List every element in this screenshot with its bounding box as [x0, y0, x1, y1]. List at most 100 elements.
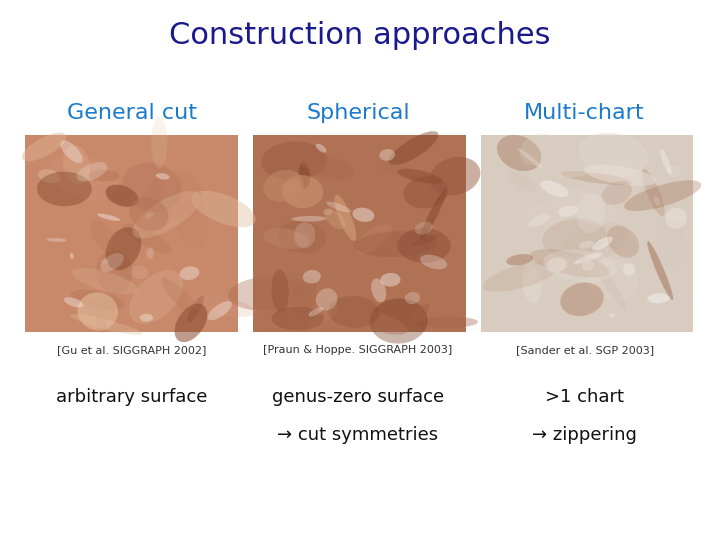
Ellipse shape [64, 297, 84, 307]
Ellipse shape [497, 135, 541, 171]
Ellipse shape [520, 133, 556, 166]
Ellipse shape [540, 180, 569, 197]
Ellipse shape [323, 209, 333, 215]
Ellipse shape [353, 207, 374, 222]
Ellipse shape [660, 149, 671, 174]
Ellipse shape [397, 168, 442, 184]
Ellipse shape [522, 262, 541, 303]
Ellipse shape [151, 117, 168, 168]
Ellipse shape [558, 206, 578, 217]
Ellipse shape [145, 212, 154, 219]
Ellipse shape [416, 316, 478, 328]
Ellipse shape [579, 241, 594, 249]
Ellipse shape [380, 273, 400, 287]
Text: General cut: General cut [67, 103, 197, 124]
Ellipse shape [178, 199, 210, 251]
Ellipse shape [132, 191, 201, 238]
Ellipse shape [191, 191, 256, 227]
Ellipse shape [264, 228, 309, 249]
Ellipse shape [271, 269, 289, 313]
Ellipse shape [609, 313, 616, 318]
Ellipse shape [587, 259, 638, 300]
Ellipse shape [37, 172, 91, 206]
Ellipse shape [328, 296, 379, 328]
Ellipse shape [523, 276, 585, 314]
Ellipse shape [69, 285, 113, 299]
Ellipse shape [315, 271, 388, 298]
Ellipse shape [326, 201, 351, 212]
Ellipse shape [560, 282, 604, 316]
Ellipse shape [413, 235, 438, 245]
Text: → cut symmetries: → cut symmetries [277, 426, 438, 444]
Ellipse shape [89, 170, 120, 181]
Ellipse shape [292, 276, 316, 314]
Ellipse shape [654, 196, 660, 206]
Ellipse shape [129, 197, 168, 231]
Ellipse shape [525, 261, 562, 284]
Ellipse shape [509, 172, 536, 192]
Ellipse shape [607, 226, 639, 258]
Ellipse shape [356, 224, 392, 254]
Ellipse shape [530, 249, 609, 278]
Ellipse shape [372, 278, 386, 302]
Ellipse shape [506, 254, 533, 266]
Ellipse shape [561, 171, 632, 185]
Text: [Sander et al. SGP 2003]: [Sander et al. SGP 2003] [516, 345, 654, 355]
Ellipse shape [70, 314, 142, 335]
Bar [25, 135, 238, 332]
Ellipse shape [559, 222, 627, 267]
Ellipse shape [315, 144, 327, 153]
Ellipse shape [140, 314, 153, 322]
Ellipse shape [647, 241, 673, 300]
Ellipse shape [63, 145, 90, 185]
Ellipse shape [179, 266, 199, 280]
Text: Spherical: Spherical [306, 103, 410, 124]
Bar [253, 135, 466, 332]
Bar [481, 135, 693, 332]
Ellipse shape [303, 270, 321, 284]
Ellipse shape [324, 208, 346, 230]
Ellipse shape [100, 253, 124, 272]
Ellipse shape [482, 261, 560, 292]
Ellipse shape [397, 228, 451, 263]
Ellipse shape [174, 303, 207, 342]
Ellipse shape [403, 176, 449, 208]
Ellipse shape [294, 222, 315, 248]
Ellipse shape [299, 162, 310, 189]
Text: arbitrary surface: arbitrary surface [56, 388, 207, 406]
Ellipse shape [408, 304, 430, 326]
Text: >1 chart: >1 chart [545, 388, 624, 406]
Ellipse shape [306, 306, 338, 330]
Text: Construction approaches: Construction approaches [169, 21, 551, 50]
Ellipse shape [282, 175, 323, 208]
Ellipse shape [611, 273, 624, 280]
Ellipse shape [123, 224, 171, 254]
Ellipse shape [623, 263, 636, 275]
Ellipse shape [130, 266, 148, 279]
Ellipse shape [578, 133, 649, 176]
Ellipse shape [379, 149, 395, 161]
Ellipse shape [96, 316, 107, 333]
Ellipse shape [647, 293, 670, 303]
Ellipse shape [528, 214, 549, 227]
Ellipse shape [271, 307, 324, 330]
Ellipse shape [100, 259, 109, 265]
Ellipse shape [183, 295, 256, 317]
Ellipse shape [542, 219, 606, 256]
Ellipse shape [588, 252, 627, 309]
Ellipse shape [420, 188, 447, 240]
Ellipse shape [420, 255, 447, 269]
Ellipse shape [667, 165, 681, 177]
Ellipse shape [106, 227, 141, 270]
Ellipse shape [129, 270, 184, 324]
Ellipse shape [228, 276, 305, 310]
Ellipse shape [354, 231, 437, 257]
Ellipse shape [527, 202, 566, 226]
Ellipse shape [77, 162, 107, 181]
Ellipse shape [207, 301, 232, 320]
Ellipse shape [656, 219, 686, 266]
Ellipse shape [665, 208, 687, 229]
Ellipse shape [624, 180, 701, 211]
Ellipse shape [277, 220, 327, 253]
Ellipse shape [71, 268, 138, 294]
